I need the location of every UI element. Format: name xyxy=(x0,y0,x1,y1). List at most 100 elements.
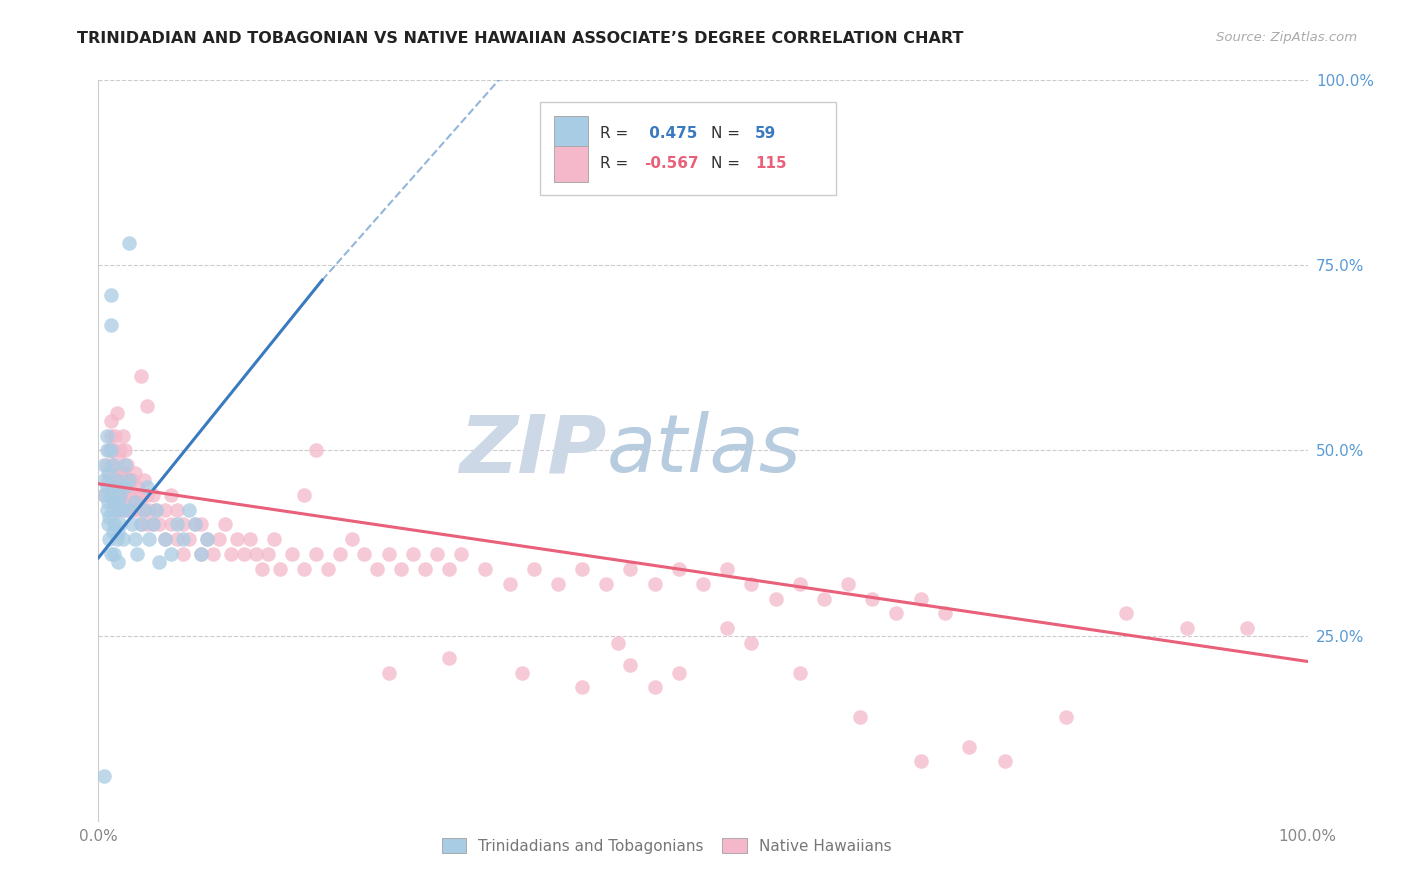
Point xyxy=(101,458,124,473)
Point xyxy=(97,517,120,532)
Point xyxy=(269,562,291,576)
Point xyxy=(595,576,617,591)
Point xyxy=(377,547,399,561)
Point xyxy=(740,636,762,650)
Point xyxy=(160,488,183,502)
Point xyxy=(138,533,160,547)
Point xyxy=(1054,710,1077,724)
Point xyxy=(100,318,122,332)
Text: N =: N = xyxy=(711,126,745,141)
Point xyxy=(100,288,122,302)
Point xyxy=(166,517,188,532)
Point xyxy=(716,621,738,635)
Point xyxy=(437,650,460,665)
Point xyxy=(994,755,1017,769)
Point xyxy=(239,533,262,547)
Point xyxy=(96,443,118,458)
Point xyxy=(93,769,115,783)
Point xyxy=(1236,621,1258,635)
Point xyxy=(117,458,139,473)
Y-axis label: Associate’s Degree: Associate’s Degree xyxy=(0,377,7,524)
Point xyxy=(111,428,134,442)
Point xyxy=(849,710,872,724)
Text: R =: R = xyxy=(600,156,633,171)
Point xyxy=(124,495,146,509)
Point xyxy=(886,607,908,621)
Point xyxy=(93,488,115,502)
Point xyxy=(129,517,152,532)
Point xyxy=(498,576,520,591)
Point xyxy=(389,562,412,576)
Point xyxy=(108,443,131,458)
Point xyxy=(103,547,125,561)
Text: R =: R = xyxy=(600,126,633,141)
Point xyxy=(96,480,118,494)
Point xyxy=(190,517,212,532)
Point xyxy=(153,533,176,547)
Point xyxy=(172,517,194,532)
Point xyxy=(128,495,150,509)
Point xyxy=(93,458,115,473)
Point xyxy=(107,488,129,502)
Point xyxy=(135,399,157,413)
Point xyxy=(118,473,141,487)
Point xyxy=(118,236,141,251)
Point xyxy=(121,502,143,516)
Point xyxy=(668,665,690,680)
Point xyxy=(668,562,690,576)
Point xyxy=(281,547,304,561)
Point xyxy=(114,458,136,473)
Point xyxy=(103,495,125,509)
Point xyxy=(104,428,127,442)
Point xyxy=(195,533,218,547)
Text: N =: N = xyxy=(711,156,745,171)
Point xyxy=(98,533,121,547)
Text: 115: 115 xyxy=(755,156,786,171)
Point xyxy=(93,473,115,487)
Point xyxy=(208,533,231,547)
Point xyxy=(121,517,143,532)
Point xyxy=(179,533,201,547)
Point xyxy=(353,547,375,561)
Point xyxy=(692,576,714,591)
Text: atlas: atlas xyxy=(606,411,801,490)
Point xyxy=(105,502,128,516)
Point xyxy=(145,502,167,516)
Point xyxy=(111,495,134,509)
Point xyxy=(127,480,149,494)
Point xyxy=(107,555,129,569)
Point xyxy=(111,466,134,480)
Point xyxy=(292,562,315,576)
Point xyxy=(305,547,328,561)
Point xyxy=(184,517,207,532)
Point xyxy=(105,533,128,547)
FancyBboxPatch shape xyxy=(554,116,588,152)
Point xyxy=(108,466,131,480)
FancyBboxPatch shape xyxy=(554,146,588,182)
Point xyxy=(377,665,399,680)
Point xyxy=(108,495,131,509)
Point xyxy=(426,547,449,561)
Point xyxy=(214,517,236,532)
Point xyxy=(232,547,254,561)
Point xyxy=(179,502,201,516)
Point xyxy=(120,488,142,502)
Point xyxy=(860,591,883,606)
Point xyxy=(114,502,136,516)
Point xyxy=(837,576,859,591)
Point xyxy=(716,562,738,576)
Point xyxy=(571,562,593,576)
Point xyxy=(292,488,315,502)
Point xyxy=(644,681,666,695)
Point xyxy=(166,502,188,516)
Point xyxy=(342,533,364,547)
Point xyxy=(114,473,136,487)
Point xyxy=(813,591,835,606)
Point xyxy=(138,502,160,516)
Point xyxy=(98,443,121,458)
Point xyxy=(413,562,436,576)
Point xyxy=(256,547,278,561)
Point xyxy=(957,739,980,754)
Point xyxy=(107,524,129,539)
Point xyxy=(121,473,143,487)
